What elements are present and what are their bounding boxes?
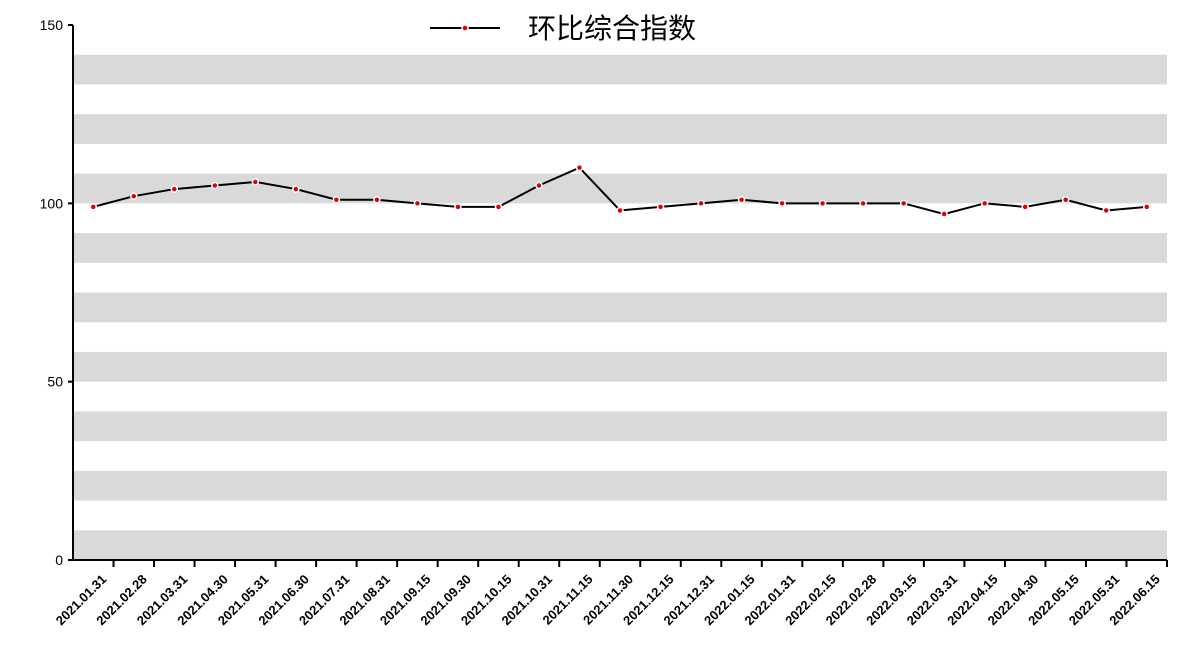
point	[413, 199, 422, 208]
point	[616, 206, 624, 215]
point	[859, 199, 867, 208]
y-tick-label: 0	[55, 552, 63, 568]
point	[1021, 203, 1029, 211]
point	[251, 178, 260, 186]
grid-band	[73, 54, 1167, 85]
point	[1142, 203, 1151, 211]
point	[1061, 196, 1070, 204]
grid-band	[73, 530, 1167, 560]
y-tick-label: 100	[40, 195, 64, 211]
point	[89, 203, 98, 211]
grid-band	[73, 351, 1167, 382]
legend-marker	[461, 24, 469, 32]
point	[778, 199, 786, 208]
point	[1102, 206, 1110, 215]
y-tick-label: 150	[40, 17, 64, 33]
grid-band	[73, 470, 1167, 501]
point	[373, 196, 381, 204]
point	[697, 199, 705, 208]
point	[980, 199, 989, 208]
point	[170, 185, 179, 193]
point	[211, 181, 219, 190]
point	[656, 203, 665, 211]
point	[575, 163, 584, 172]
grid-band	[73, 233, 1167, 263]
grid-band	[73, 411, 1167, 442]
point	[130, 192, 138, 200]
grid-band	[73, 114, 1167, 144]
grid-band	[73, 173, 1167, 204]
point	[332, 196, 341, 204]
point	[737, 196, 746, 204]
point	[292, 185, 300, 193]
point	[899, 199, 908, 208]
point	[818, 199, 827, 208]
point	[494, 203, 503, 211]
grid-band	[73, 292, 1167, 323]
point	[535, 181, 543, 190]
point	[454, 203, 462, 211]
legend-label: 环比综合指数	[528, 13, 696, 44]
y-tick-label: 50	[47, 374, 63, 390]
point	[940, 210, 948, 218]
